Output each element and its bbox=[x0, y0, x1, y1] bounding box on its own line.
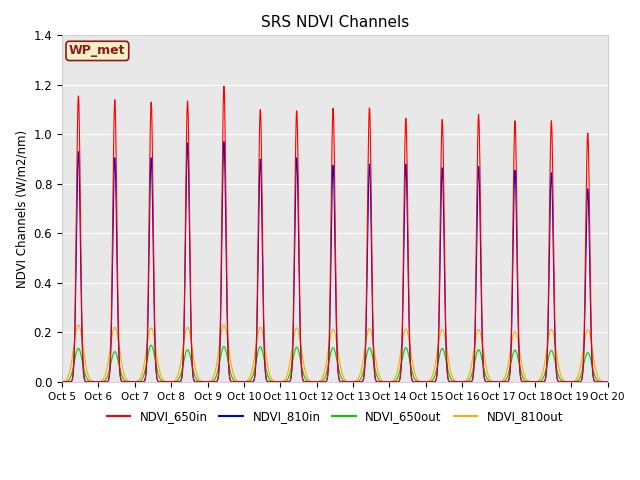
NDVI_810out bbox=[58, 379, 66, 384]
NDVI_810out bbox=[175, 369, 182, 375]
Line: NDVI_650out: NDVI_650out bbox=[62, 345, 608, 382]
Y-axis label: NDVI Channels (W/m2/nm): NDVI Channels (W/m2/nm) bbox=[15, 130, 28, 288]
NDVI_650in bbox=[604, 379, 612, 385]
NDVI_810in bbox=[604, 379, 612, 385]
NDVI_810out bbox=[262, 355, 270, 361]
NDVI_650in bbox=[169, 379, 177, 385]
NDVI_650in bbox=[58, 379, 66, 385]
NDVI_810in bbox=[488, 379, 495, 385]
NDVI_810out bbox=[410, 368, 418, 373]
NDVI_810in bbox=[602, 379, 610, 385]
NDVI_810in bbox=[410, 379, 418, 384]
NDVI_810in bbox=[262, 377, 270, 383]
Legend: NDVI_650in, NDVI_810in, NDVI_650out, NDVI_810out: NDVI_650in, NDVI_810in, NDVI_650out, NDV… bbox=[102, 406, 568, 428]
NDVI_810in bbox=[58, 379, 66, 385]
NDVI_650out bbox=[488, 379, 495, 384]
NDVI_650out bbox=[169, 379, 177, 384]
NDVI_650out bbox=[175, 376, 182, 382]
NDVI_650in bbox=[262, 376, 270, 382]
Line: NDVI_650in: NDVI_650in bbox=[62, 86, 608, 382]
NDVI_810in bbox=[175, 379, 182, 385]
Line: NDVI_810out: NDVI_810out bbox=[62, 325, 608, 382]
NDVI_650out bbox=[602, 379, 610, 385]
NDVI_810in bbox=[220, 139, 228, 144]
NDVI_650out bbox=[58, 379, 66, 385]
NDVI_810out bbox=[488, 378, 495, 384]
NDVI_650in bbox=[488, 379, 495, 385]
NDVI_650in bbox=[602, 379, 610, 385]
NDVI_810in bbox=[169, 379, 177, 385]
NDVI_810out bbox=[169, 378, 177, 384]
NDVI_810out bbox=[602, 379, 610, 384]
Line: NDVI_810in: NDVI_810in bbox=[62, 142, 608, 382]
NDVI_810out bbox=[75, 322, 83, 328]
NDVI_650out bbox=[262, 368, 270, 373]
NDVI_650in bbox=[175, 379, 182, 385]
NDVI_650out bbox=[147, 342, 155, 348]
NDVI_650in bbox=[410, 379, 418, 384]
Title: SRS NDVI Channels: SRS NDVI Channels bbox=[260, 15, 409, 30]
NDVI_650out bbox=[604, 379, 612, 385]
NDVI_810out bbox=[604, 379, 612, 385]
Text: WP_met: WP_met bbox=[69, 44, 125, 58]
NDVI_650out bbox=[410, 375, 418, 381]
NDVI_650in bbox=[220, 83, 228, 89]
